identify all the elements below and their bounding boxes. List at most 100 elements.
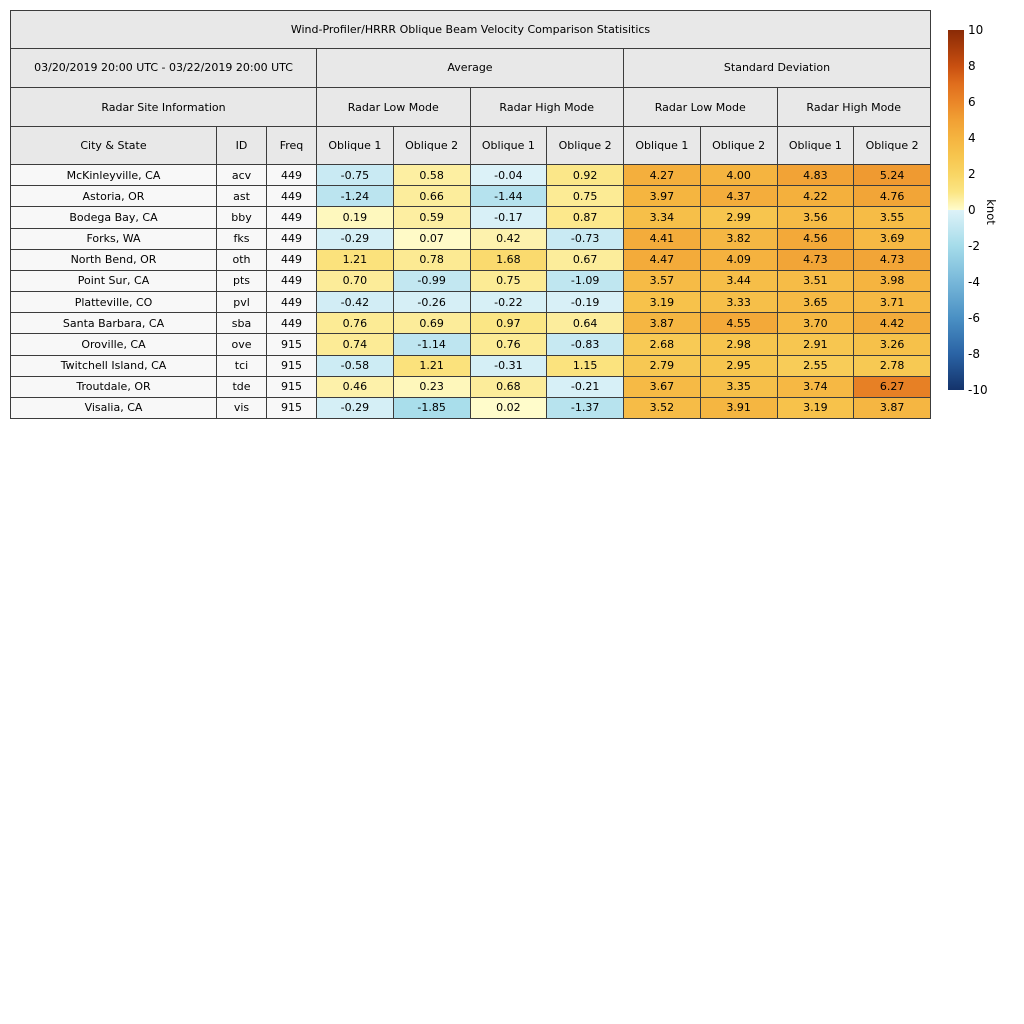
value-cell: 0.75 — [469, 269, 548, 293]
cell-id: ast — [216, 185, 267, 208]
cell-freq: 449 — [266, 269, 317, 293]
value-cell: 3.51 — [776, 269, 855, 293]
value-cell: 4.41 — [623, 227, 701, 250]
value-cell: 3.74 — [776, 375, 855, 398]
colorbar-tick-label: 0 — [968, 203, 976, 217]
cell-city: North Bend, OR — [10, 248, 217, 271]
value-cell: 0.66 — [392, 185, 471, 208]
value-cell: 4.09 — [699, 248, 778, 271]
table-title: Wind-Profiler/HRRR Oblique Beam Velocity… — [10, 10, 931, 49]
group-header-stddev: Standard Deviation — [623, 47, 931, 89]
value-cell: 4.00 — [699, 164, 778, 187]
value-cell: 3.69 — [853, 227, 931, 250]
value-cell: 3.33 — [699, 291, 778, 314]
mode-header-avg-high: Radar High Mode — [469, 87, 624, 128]
date-range: 03/20/2019 20:00 UTC - 03/22/2019 20:00 … — [10, 47, 317, 89]
value-cell: 0.74 — [316, 333, 394, 356]
cell-freq: 915 — [266, 375, 317, 398]
table-row: Santa Barbara, CA sba 449 0.76 0.69 0.97 0.64 3… — [10, 312, 931, 335]
value-cell: 2.68 — [623, 333, 701, 356]
cell-city: Troutdale, OR — [10, 375, 217, 398]
mode-header-avg-low: Radar Low Mode — [316, 87, 471, 128]
cell-freq: 915 — [266, 333, 317, 356]
cell-id: oth — [216, 248, 267, 271]
cell-freq: 915 — [266, 354, 317, 377]
table-row: Point Sur, CA pts 449 0.70 -0.99 0.75 -1.09 3.5… — [10, 269, 931, 293]
column-header-oblique-2: Oblique 2 — [392, 126, 471, 166]
value-cell: 2.78 — [853, 354, 931, 377]
cell-id: ove — [216, 333, 267, 356]
cell-id: sba — [216, 312, 267, 335]
value-cell: -0.21 — [546, 375, 624, 398]
value-cell: 0.64 — [546, 312, 624, 335]
value-cell: 1.68 — [469, 248, 548, 271]
cell-city: Point Sur, CA — [10, 269, 217, 293]
table-row: Platteville, CO pvl 449 -0.42 -0.26 -0.22 -0.1… — [10, 291, 931, 314]
table-row: Twitchell Island, CA tci 915 -0.58 1.21 -0.31… — [10, 354, 931, 377]
value-cell: -0.58 — [316, 354, 394, 377]
cell-freq: 449 — [266, 185, 317, 208]
column-header-row: City & State ID Freq Oblique 1 Oblique 2 Obli… — [10, 126, 931, 166]
value-cell: 4.47 — [623, 248, 701, 271]
value-cell: 3.57 — [623, 269, 701, 293]
cell-id: vis — [216, 396, 267, 420]
value-cell: -0.75 — [316, 164, 394, 187]
table-row: Troutdale, OR tde 915 0.46 0.23 0.68 -0.21 3.67… — [10, 375, 931, 398]
value-cell: 5.24 — [853, 164, 931, 187]
value-cell: -0.99 — [392, 269, 471, 293]
value-cell: -1.44 — [469, 185, 548, 208]
cell-freq: 449 — [266, 206, 317, 229]
value-cell: 4.42 — [853, 312, 931, 335]
value-cell: 4.83 — [776, 164, 855, 187]
title-row: Wind-Profiler/HRRR Oblique Beam Velocity… — [10, 10, 931, 49]
value-cell: -0.04 — [469, 164, 548, 187]
value-cell: 1.15 — [546, 354, 624, 377]
cell-freq: 449 — [266, 312, 317, 335]
column-header-id: ID — [216, 126, 267, 166]
colorbar-tick-label: -2 — [968, 239, 980, 253]
value-cell: -0.29 — [316, 227, 394, 250]
colorbar-tick-label: -8 — [968, 347, 980, 361]
value-cell: 3.97 — [623, 185, 701, 208]
group-header-average: Average — [316, 47, 624, 89]
value-cell: 4.27 — [623, 164, 701, 187]
cell-city: Twitchell Island, CA — [10, 354, 217, 377]
colorbar-unit-label: knot — [984, 199, 998, 225]
cell-city: Oroville, CA — [10, 333, 217, 356]
value-cell: -0.17 — [469, 206, 548, 229]
value-cell: -0.31 — [469, 354, 548, 377]
value-cell: 3.55 — [853, 206, 931, 229]
value-cell: 2.91 — [776, 333, 855, 356]
value-cell: 2.99 — [699, 206, 778, 229]
column-header-city-state: City & State — [10, 126, 217, 166]
value-cell: 0.76 — [469, 333, 548, 356]
value-cell: 3.52 — [623, 396, 701, 420]
table-row: Oroville, CA ove 915 0.74 -1.14 0.76 -0.83 2.68… — [10, 333, 931, 356]
stats-table: Wind-Profiler/HRRR Oblique Beam Velocity… — [10, 10, 931, 420]
value-cell: 6.27 — [853, 375, 931, 398]
table-row: Astoria, OR ast 449 -1.24 0.66 -1.44 0.75 3.97 4… — [10, 185, 931, 208]
column-header-oblique-1: Oblique 1 — [623, 126, 701, 166]
table-row: Visalia, CA vis 915 -0.29 -1.85 0.02 -1.37 3.52… — [10, 396, 931, 420]
value-cell: 3.70 — [776, 312, 855, 335]
value-cell: 4.76 — [853, 185, 931, 208]
value-cell: -1.24 — [316, 185, 394, 208]
cell-id: bby — [216, 206, 267, 229]
value-cell: -0.42 — [316, 291, 394, 314]
value-cell: 3.71 — [853, 291, 931, 314]
cell-freq: 915 — [266, 396, 317, 420]
header-row-groups: 03/20/2019 20:00 UTC - 03/22/2019 20:00 … — [10, 47, 931, 89]
column-header-oblique-2: Oblique 2 — [546, 126, 624, 166]
value-cell: 3.87 — [623, 312, 701, 335]
cell-city: Astoria, OR — [10, 185, 217, 208]
value-cell: -0.29 — [316, 396, 394, 420]
cell-city: Bodega Bay, CA — [10, 206, 217, 229]
value-cell: 0.87 — [546, 206, 624, 229]
colorbar-tick-label: 4 — [968, 131, 976, 145]
value-cell: 0.76 — [316, 312, 394, 335]
cell-city: McKinleyville, CA — [10, 164, 217, 187]
value-cell: 0.46 — [316, 375, 394, 398]
value-cell: -1.85 — [392, 396, 471, 420]
value-cell: 1.21 — [316, 248, 394, 271]
value-cell: 2.55 — [776, 354, 855, 377]
